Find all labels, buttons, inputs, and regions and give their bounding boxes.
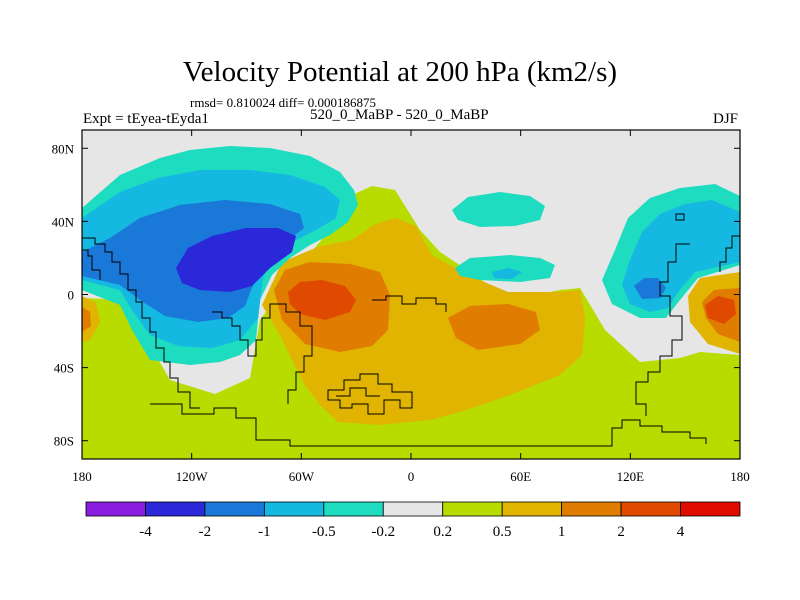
colorbar-box [204,501,265,517]
left-label: Expt = tEyea-tEyda1 [83,111,209,127]
colorbar-box [323,501,384,517]
coastline-antarctic-interior [327,373,413,415]
x-tick-label: 120E [617,469,645,484]
x-tick-label: 0 [408,469,415,484]
colorbar-box [620,501,681,517]
colorbar-box [442,501,503,517]
y-tick-label: 80N [52,141,75,156]
chart-subtitle: rmsd= 0.810024 diff= 0.000186875 [190,95,376,110]
fill-1-2-west [82,307,91,332]
coastline-pacific-west [635,243,690,416]
coastline-south-america [212,303,313,404]
colorbar-box [382,501,444,517]
coastline-north-america-west [82,249,101,280]
colorbar-label: -4 [139,524,152,540]
x-tick-label: 120W [176,469,209,484]
colorbar-box [680,501,741,517]
colorbar-label: -2 [199,524,212,540]
fill-0.5-1-west [82,296,100,342]
colorbar-label: -1 [258,524,271,540]
colorbar-label: 2 [617,524,625,540]
colorbar-label: 4 [677,524,685,540]
island-outline [675,213,685,221]
contour-fills [82,146,740,459]
colorbar-label: 1 [558,524,566,540]
x-tick-label: 180 [730,469,750,484]
colorbar-box [561,501,622,517]
coastline-east-edge [719,235,740,272]
colorbar-box [501,501,563,517]
coastlines [82,213,740,447]
colorbar-label: 0.2 [433,524,452,540]
x-tick-label: 180 [72,469,92,484]
right-label: DJF [712,111,738,127]
coastline-antarctica [150,403,707,447]
fill-neg-0.2-0.5-africa-band [455,255,555,282]
fill-2-4-south-america [288,280,356,320]
fill-neg-0.5-1-africa [492,268,522,279]
coastline-north-america [82,237,200,409]
colorbar-label: 0.5 [493,524,512,540]
y-tick-label: 40S [54,361,74,376]
colorbar-label: -0.2 [371,524,395,540]
colorbar-box [145,501,206,517]
fill-neg-2-4-northwest [176,228,296,292]
y-tick-label: 80S [54,434,74,449]
y-tick-label: 40N [52,214,75,229]
fill-neg-1-2-west-pacific [634,278,666,299]
colorbar-box [85,501,146,517]
fill-2-4-east [705,296,736,324]
fill-1-2-indian-ocean [448,304,540,350]
colorbar-label: -0.5 [312,524,336,540]
coastline-africa-north [372,295,447,312]
x-tick-label: 60W [289,469,315,484]
coastline-antarctic-interior-2 [336,387,380,397]
y-tick-label: 0 [68,288,75,303]
axes: 180 120W 60W 0 60E 120E 180 80N 40N 0 40S 80S [52,130,750,484]
center-label: 520_0_MaBP - 520_0_MaBP [310,107,489,123]
x-tick-label: 60E [510,469,531,484]
fill-neg-0.2-0.5-north-atlantic [452,192,545,227]
colorbar: -4 -2 -1 -0.5 -0.2 0.2 0.5 1 2 4 [85,501,741,540]
chart-title: Velocity Potential at 200 hPa (km2/s) [182,56,618,88]
colorbar-box [263,501,325,517]
